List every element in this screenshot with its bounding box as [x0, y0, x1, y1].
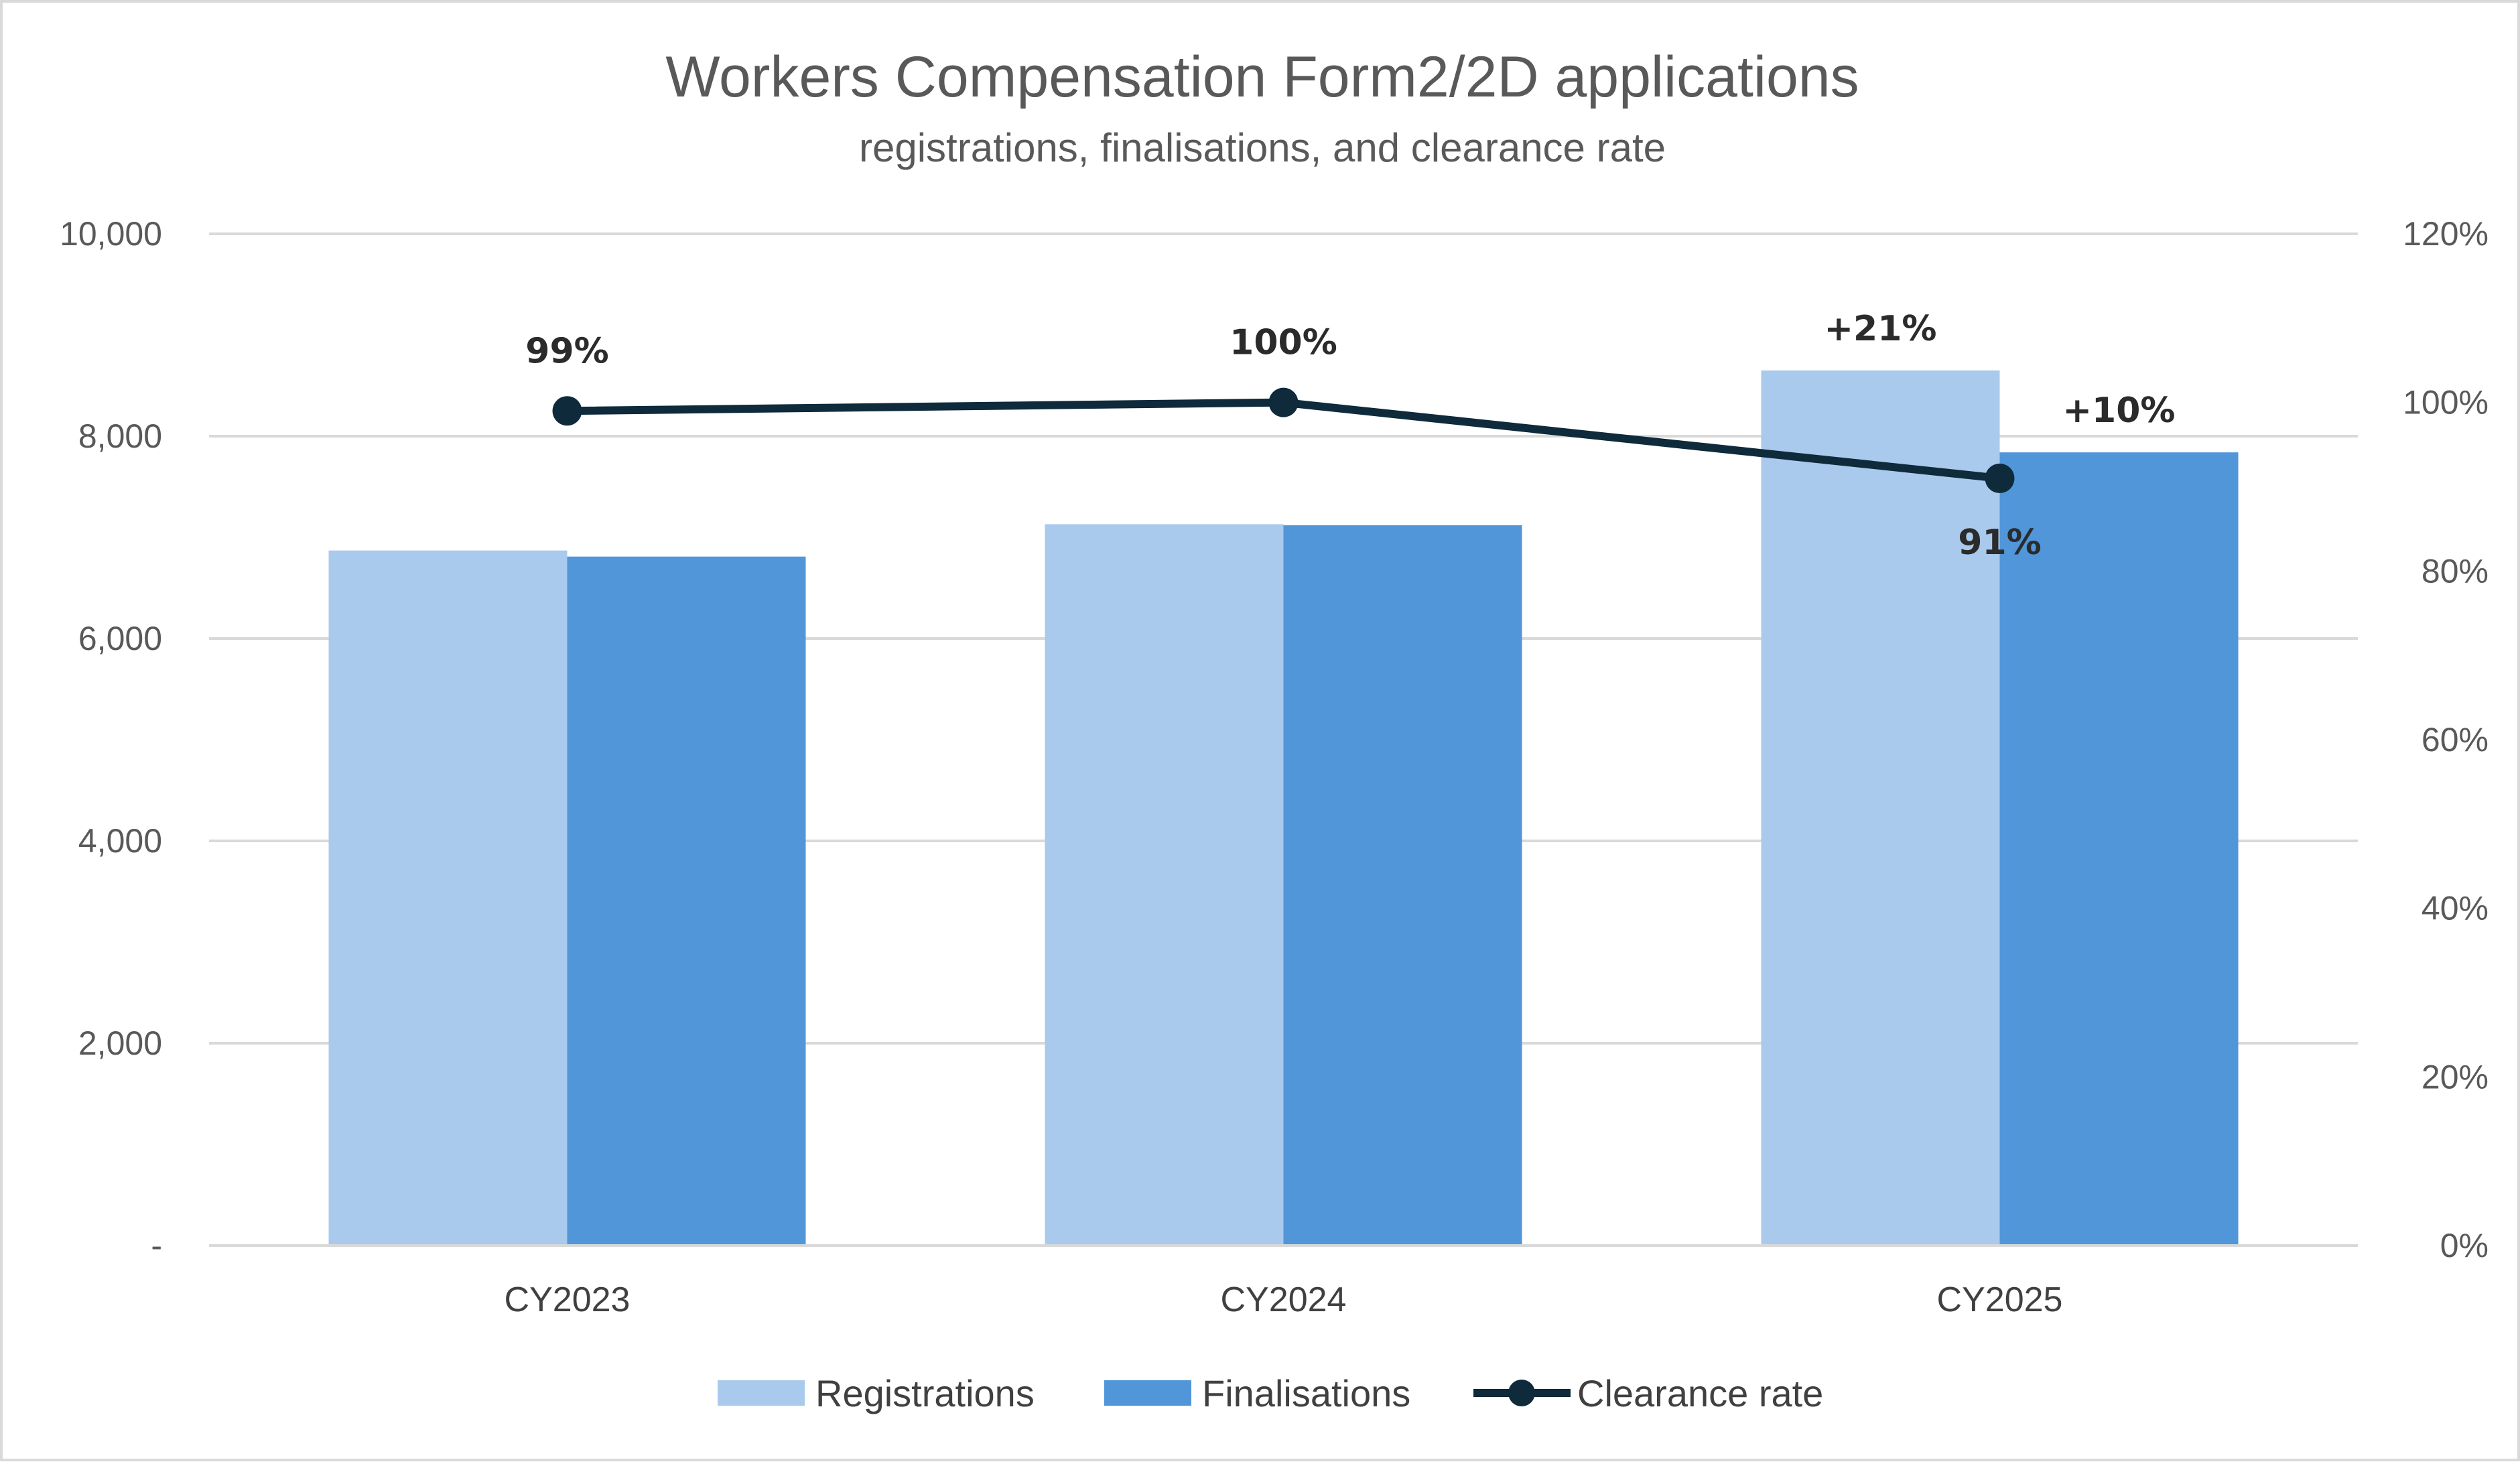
clearance-rate-label: 99%	[525, 331, 608, 371]
legend-label-clearance-rate: Clearance rate	[1577, 1372, 1823, 1414]
left-axis-tick-label: 2,000	[78, 1024, 162, 1062]
legend-marker-clearance-rate	[1508, 1380, 1535, 1406]
bar-finalisations-cy2025	[1999, 452, 2239, 1246]
legend-label-finalisations: Finalisations	[1202, 1372, 1410, 1414]
bar-finalisations-cy2023	[567, 556, 806, 1246]
clearance-rate-point-cy2023	[552, 396, 582, 426]
left-axis-tick-label: 10,000	[60, 215, 162, 253]
legend-swatch-finalisations	[1104, 1380, 1191, 1406]
x-axis-category-label: CY2023	[505, 1280, 631, 1319]
chart-title: Workers Compensation Form2/2D applicatio…	[665, 45, 1859, 109]
chart-subtitle: registrations, finalisations, and cleara…	[859, 125, 1666, 170]
clearance-rate-label: 91%	[1958, 523, 2041, 563]
registrations-change-label: +21%	[1824, 309, 1936, 349]
bar-registrations-cy2025	[1761, 370, 2000, 1246]
x-axis-category-label: CY2024	[1221, 1280, 1347, 1319]
clearance-rate-point-cy2025	[1985, 463, 2015, 493]
clearance-rate-point-cy2024	[1268, 387, 1299, 417]
chart: Workers Compensation Form2/2D applicatio…	[60, 45, 2489, 1414]
bar-finalisations-cy2024	[1283, 525, 1522, 1246]
legend-label-registrations: Registrations	[815, 1372, 1035, 1414]
right-axis-tick-label: 60%	[2422, 721, 2489, 758]
bar-registrations-cy2024	[1045, 524, 1284, 1246]
right-axis-tick-label: 100%	[2403, 384, 2489, 421]
finalisations-change-label: +10%	[2062, 391, 2175, 431]
clearance-rate-label: 100%	[1230, 323, 1337, 363]
right-axis-tick-label: 120%	[2403, 215, 2489, 253]
left-axis-tick-label: 4,000	[78, 822, 162, 860]
left-axis-tick-label: 6,000	[78, 620, 162, 657]
x-axis-category-label: CY2025	[1937, 1280, 2063, 1319]
right-axis-tick-label: 40%	[2422, 890, 2489, 927]
legend-swatch-registrations	[718, 1380, 805, 1406]
right-axis-tick-label: 20%	[2422, 1058, 2489, 1095]
left-axis-tick-label: 8,000	[78, 417, 162, 455]
right-axis-tick-label: 80%	[2422, 552, 2489, 590]
right-axis-tick-label: 0%	[2440, 1227, 2489, 1264]
bar-registrations-cy2023	[328, 550, 568, 1246]
left-axis-tick-label: -	[151, 1227, 162, 1264]
